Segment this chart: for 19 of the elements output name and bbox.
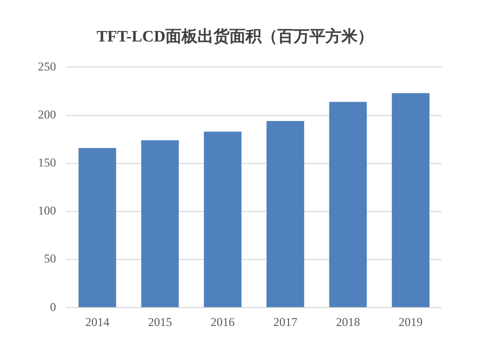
- x-tick-label: 2014: [85, 314, 110, 329]
- chart-title: TFT-LCD面板出货面积（百万平方米）: [96, 26, 374, 46]
- y-tick-label: 50: [44, 252, 56, 266]
- x-tick-label: 2017: [273, 314, 298, 329]
- bar: [204, 132, 242, 308]
- y-tick-label: 150: [38, 156, 56, 170]
- x-tick-label: 2016: [210, 314, 235, 329]
- x-tick-label: 2019: [398, 314, 423, 329]
- bar: [392, 93, 430, 308]
- bar: [329, 102, 367, 308]
- bar: [78, 148, 116, 308]
- y-tick-label: 0: [50, 300, 56, 314]
- y-tick-label: 250: [38, 59, 56, 74]
- bar: [141, 140, 179, 308]
- y-tick-label: 100: [38, 204, 56, 218]
- y-tick-label: 200: [38, 107, 56, 122]
- bar: [266, 121, 304, 308]
- x-tick-label: 2018: [336, 314, 360, 329]
- x-tick-label: 2015: [148, 314, 172, 329]
